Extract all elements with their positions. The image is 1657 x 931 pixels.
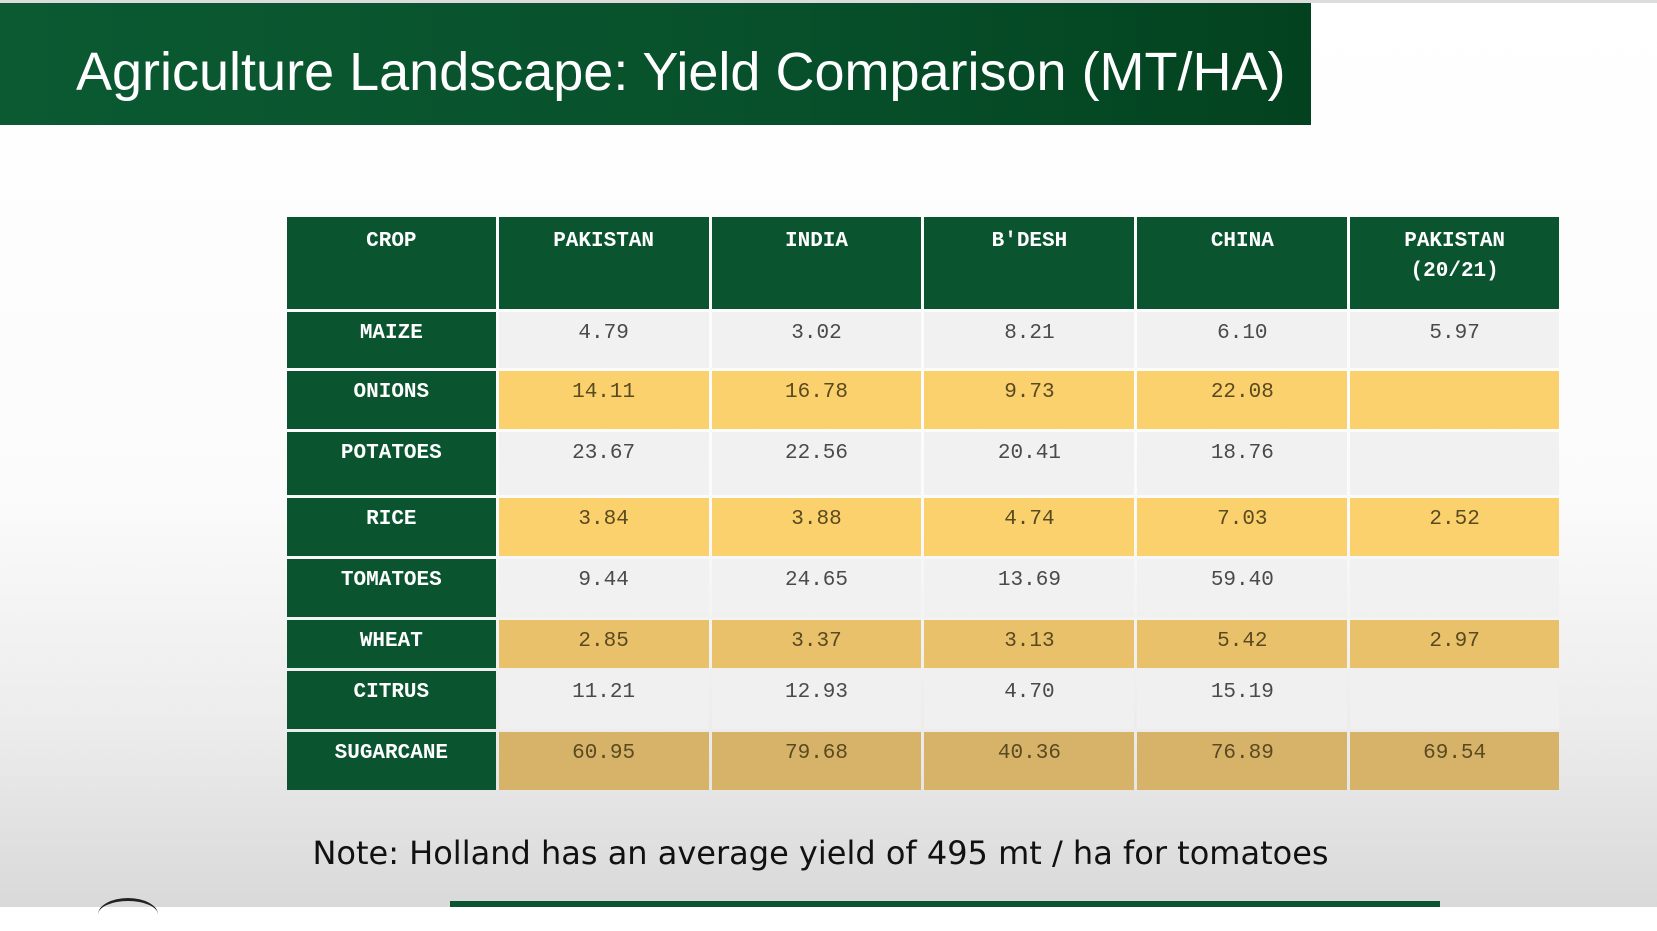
header-china: CHINA <box>1137 217 1348 309</box>
table-row: TOMATOES 9.44 24.65 13.69 59.40 <box>287 559 1559 617</box>
value-cell: 9.44 <box>498 559 709 617</box>
value-cell: 24.65 <box>711 559 922 617</box>
value-cell: 4.79 <box>498 312 709 368</box>
header-bdesh: B'DESH <box>924 217 1135 309</box>
value-cell: 2.97 <box>1350 620 1559 668</box>
table-row: CITRUS 11.21 12.93 4.70 15.19 <box>287 671 1559 729</box>
value-cell: 5.42 <box>1137 620 1348 668</box>
slide-title: Agriculture Landscape: Yield Comparison … <box>76 42 1286 102</box>
table-row: MAIZE 4.79 3.02 8.21 6.10 5.97 <box>287 312 1559 368</box>
crop-cell: POTATOES <box>287 432 496 495</box>
crop-cell: TOMATOES <box>287 559 496 617</box>
value-cell: 12.93 <box>711 671 922 729</box>
value-cell: 7.03 <box>1137 498 1348 556</box>
value-cell: 18.76 <box>1137 432 1348 495</box>
bottom-accent-line <box>450 901 1440 907</box>
value-cell: 60.95 <box>498 732 709 790</box>
crop-cell: SUGARCANE <box>287 732 496 790</box>
value-cell: 3.37 <box>711 620 922 668</box>
header-pakistan: PAKISTAN <box>498 217 709 309</box>
value-cell: 2.85 <box>498 620 709 668</box>
value-cell: 40.36 <box>924 732 1135 790</box>
value-cell <box>1350 432 1559 495</box>
table-row: RICE 3.84 3.88 4.74 7.03 2.52 <box>287 498 1559 556</box>
footnote: Note: Holland has an average yield of 49… <box>0 834 1657 872</box>
value-cell: 3.13 <box>924 620 1135 668</box>
value-cell: 11.21 <box>498 671 709 729</box>
logo-icon <box>98 898 158 931</box>
table-row: SUGARCANE 60.95 79.68 40.36 76.89 69.54 <box>287 732 1559 790</box>
value-cell: 3.88 <box>711 498 922 556</box>
table-row: WHEAT 2.85 3.37 3.13 5.42 2.97 <box>287 620 1559 668</box>
value-cell: 69.54 <box>1350 732 1559 790</box>
crop-cell: CITRUS <box>287 671 496 729</box>
crop-cell: RICE <box>287 498 496 556</box>
value-cell: 23.67 <box>498 432 709 495</box>
value-cell: 4.70 <box>924 671 1135 729</box>
value-cell: 5.97 <box>1350 312 1559 368</box>
value-cell: 14.11 <box>498 371 709 429</box>
value-cell: 8.21 <box>924 312 1135 368</box>
value-cell: 13.69 <box>924 559 1135 617</box>
value-cell <box>1350 671 1559 729</box>
header-crop: CROP <box>287 217 496 309</box>
crop-cell: ONIONS <box>287 371 496 429</box>
value-cell <box>1350 559 1559 617</box>
value-cell: 6.10 <box>1137 312 1348 368</box>
value-cell: 2.52 <box>1350 498 1559 556</box>
footnote-text: Note: Holland has an average yield of 49… <box>312 834 1329 872</box>
title-bar: Agriculture Landscape: Yield Comparison … <box>0 3 1311 125</box>
value-cell: 76.89 <box>1137 732 1348 790</box>
table-row: POTATOES 23.67 22.56 20.41 18.76 <box>287 432 1559 495</box>
value-cell: 79.68 <box>711 732 922 790</box>
value-cell: 4.74 <box>924 498 1135 556</box>
value-cell: 3.84 <box>498 498 709 556</box>
value-cell: 22.08 <box>1137 371 1348 429</box>
table-row: ONIONS 14.11 16.78 9.73 22.08 <box>287 371 1559 429</box>
value-cell: 22.56 <box>711 432 922 495</box>
value-cell: 3.02 <box>711 312 922 368</box>
value-cell: 15.19 <box>1137 671 1348 729</box>
header-india: INDIA <box>711 217 922 309</box>
value-cell: 16.78 <box>711 371 922 429</box>
crop-cell: WHEAT <box>287 620 496 668</box>
value-cell <box>1350 371 1559 429</box>
value-cell: 20.41 <box>924 432 1135 495</box>
header-pakistan-20-21: PAKISTAN (20/21) <box>1350 217 1559 309</box>
yield-table: CROP PAKISTAN INDIA B'DESH CHINA PAKISTA… <box>284 214 1562 793</box>
header-row: CROP PAKISTAN INDIA B'DESH CHINA PAKISTA… <box>287 217 1559 309</box>
value-cell: 59.40 <box>1137 559 1348 617</box>
top-strip <box>0 0 1657 3</box>
value-cell: 9.73 <box>924 371 1135 429</box>
crop-cell: MAIZE <box>287 312 496 368</box>
